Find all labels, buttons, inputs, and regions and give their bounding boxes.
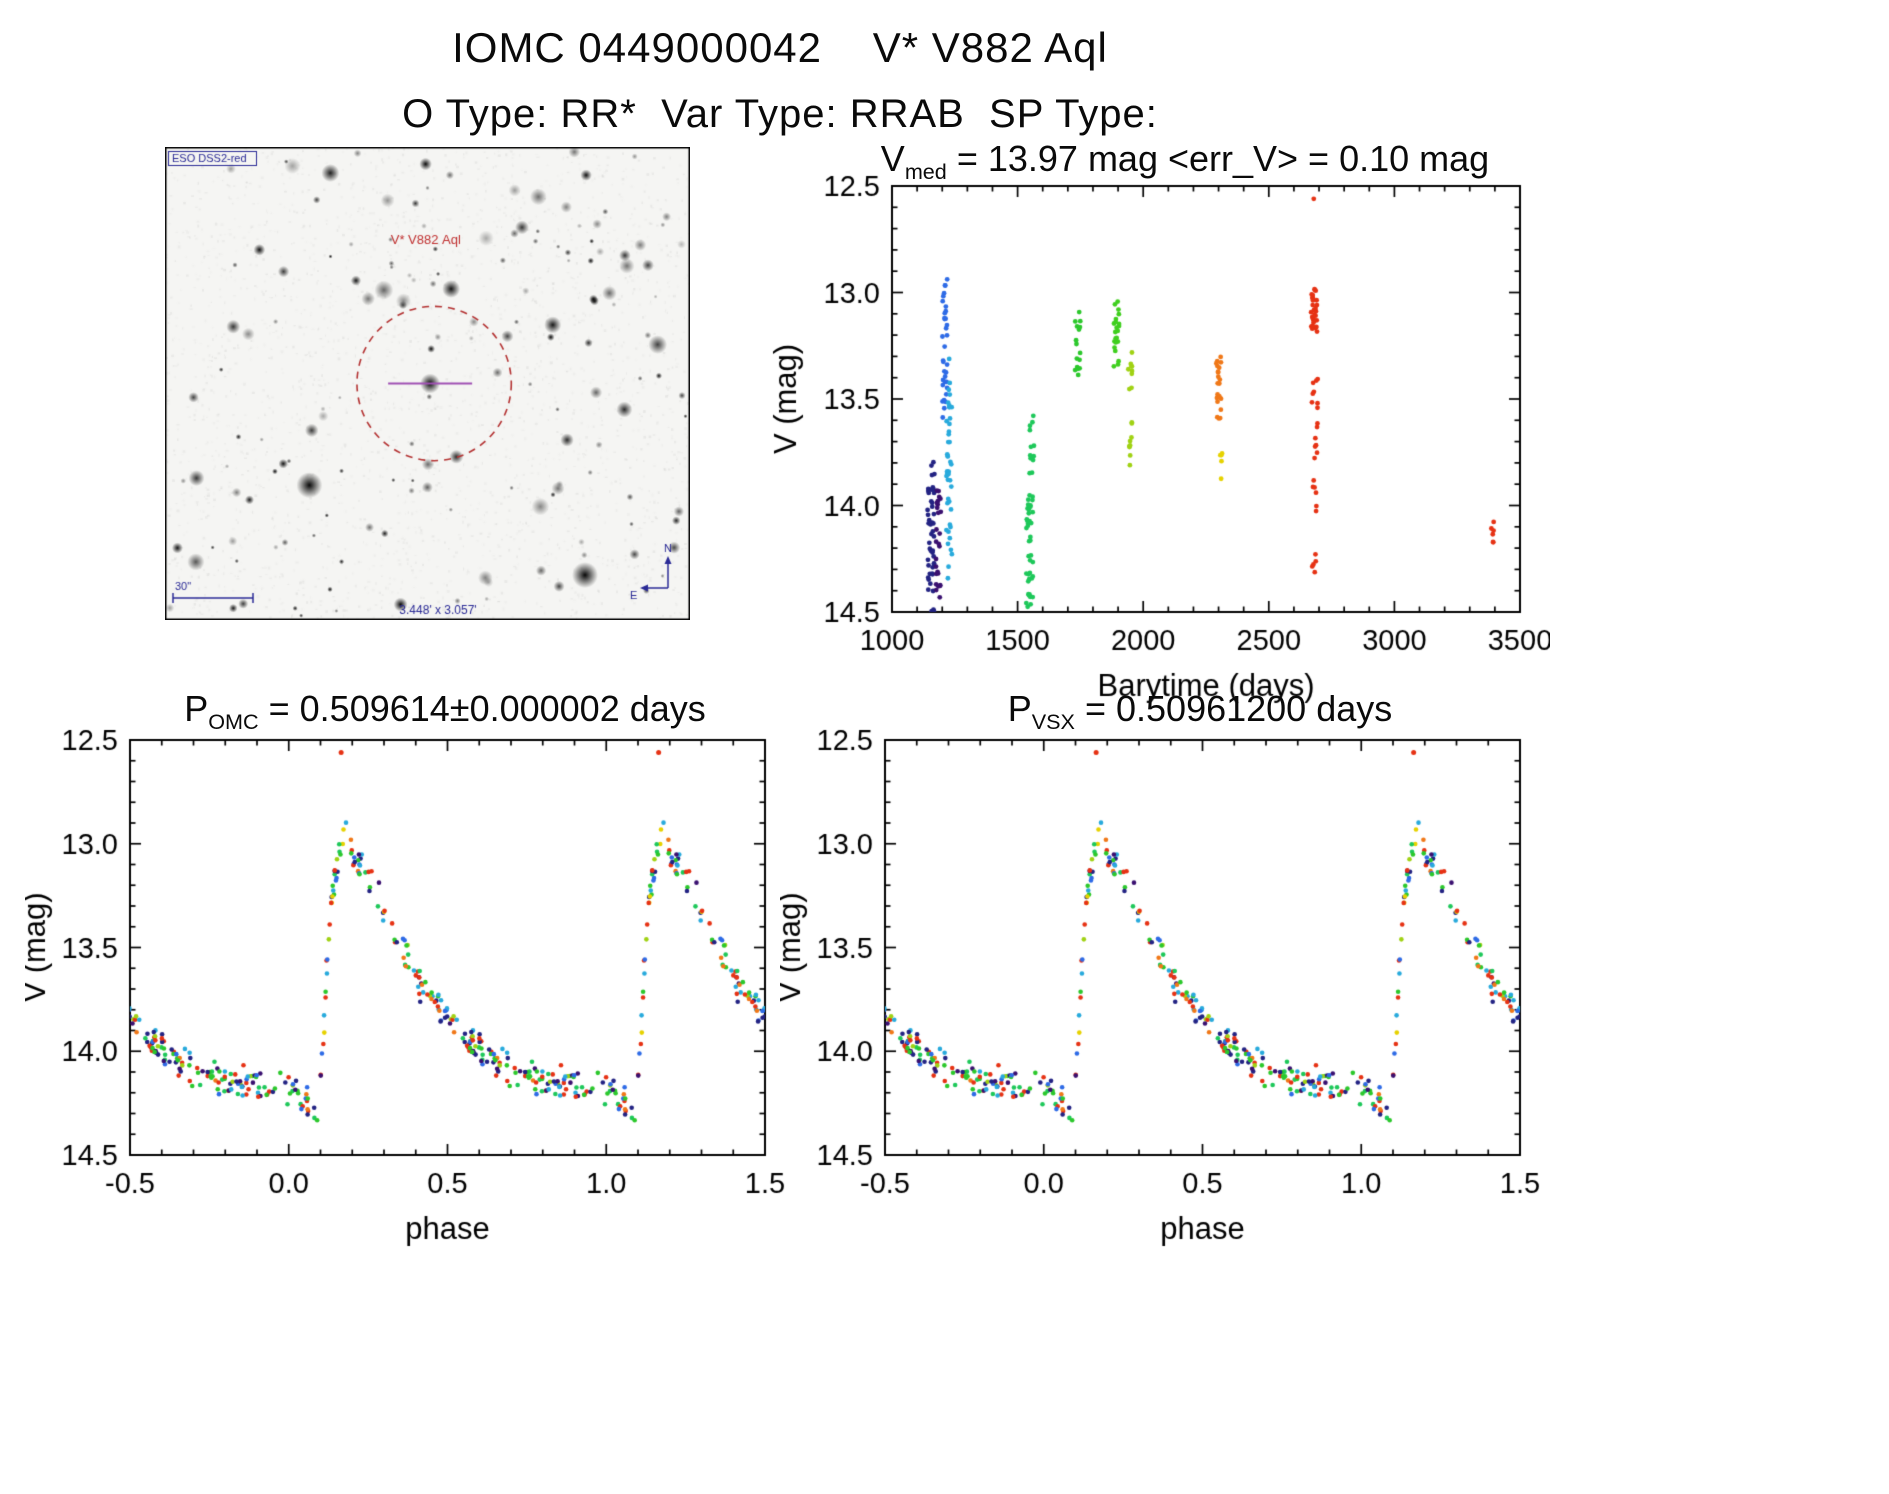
finder-chart-image	[165, 147, 690, 620]
omc-phase-plot-canvas	[25, 722, 805, 1292]
barytime-plot-canvas	[770, 170, 1550, 705]
vsx-phase-plot-canvas	[780, 722, 1560, 1292]
page-subtitle: O Type: RR* Var Type: RRAB SP Type:	[402, 92, 1158, 136]
page-title: IOMC 0449000042 V* V882 Aql	[452, 24, 1108, 71]
